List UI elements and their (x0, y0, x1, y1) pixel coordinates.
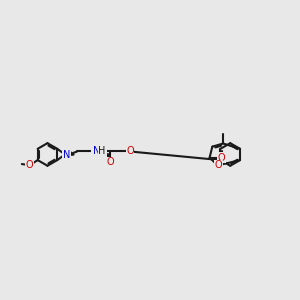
Text: N: N (93, 146, 100, 157)
Text: O: O (126, 146, 134, 157)
Text: O: O (214, 160, 222, 170)
Text: O: O (26, 160, 34, 170)
Text: NH: NH (92, 146, 106, 157)
Text: N: N (63, 150, 70, 161)
Text: O: O (106, 157, 114, 167)
Text: H: H (98, 146, 106, 157)
Text: O: O (126, 146, 134, 157)
Text: O: O (218, 153, 225, 163)
Text: N: N (92, 146, 100, 157)
Text: H: H (96, 147, 103, 156)
